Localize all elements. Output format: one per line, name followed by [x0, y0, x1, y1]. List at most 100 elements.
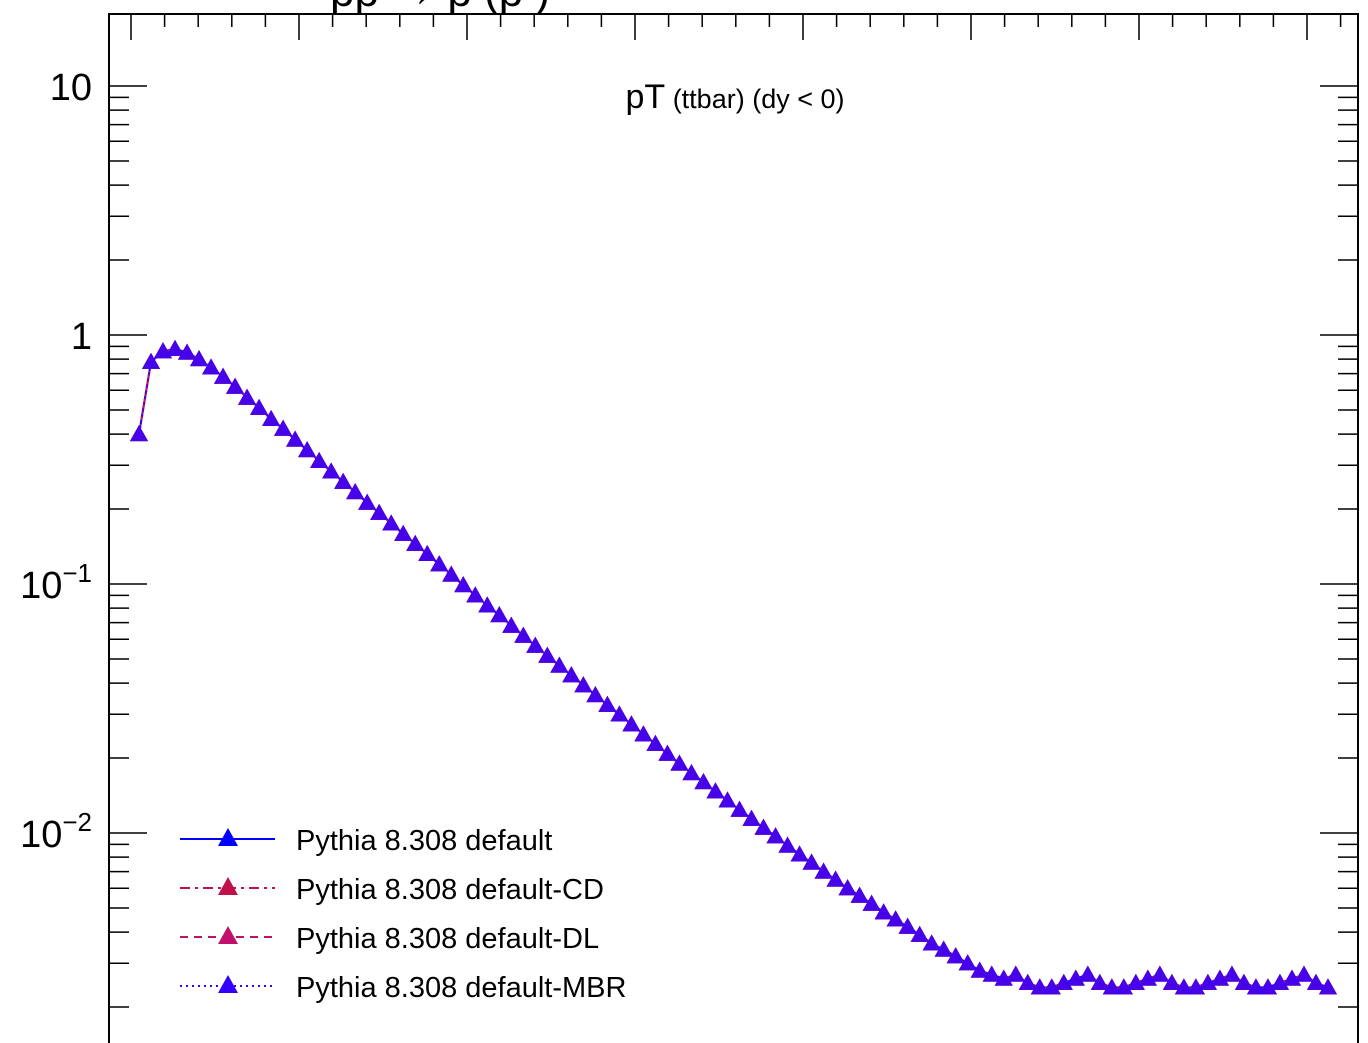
data-point: [646, 734, 665, 751]
data-point: [418, 544, 437, 561]
data-point: [214, 367, 233, 384]
data-point: [166, 339, 185, 356]
data-point: [850, 886, 869, 903]
plot-title: pT (ttbar) (dy < 0): [626, 78, 845, 116]
data-point: [1066, 969, 1085, 986]
data-point: [922, 934, 941, 951]
data-point: [658, 744, 677, 761]
data-point: [838, 879, 857, 896]
data-point: [718, 791, 737, 808]
data-point: [754, 818, 773, 835]
data-point: [958, 954, 977, 971]
data-point: [814, 862, 833, 879]
legend-label: Pythia 8.308 default-MBR: [296, 972, 626, 1004]
legend-marker: [218, 828, 238, 846]
data-point: [394, 524, 413, 541]
data-point: [178, 343, 197, 360]
data-point: [1246, 978, 1265, 995]
data-point: [250, 398, 269, 415]
data-point: [514, 626, 533, 643]
data-point: [1319, 978, 1337, 995]
data-point: [1258, 978, 1277, 995]
data-point: [1150, 965, 1169, 982]
data-point: [826, 870, 845, 887]
data-point: [778, 836, 797, 853]
legend-marker: [218, 975, 238, 993]
data-point: [694, 773, 713, 790]
data-point: [898, 917, 917, 934]
y-tick-exponent: −1: [62, 558, 92, 588]
data-point: [454, 576, 473, 593]
legend-marker: [218, 877, 238, 895]
data-point: [1078, 965, 1097, 982]
data-point: [298, 441, 317, 458]
y-tick-label: 1: [71, 316, 92, 358]
data-point: [946, 947, 965, 964]
y-tick-label: 10−2: [20, 807, 92, 856]
data-point: [1186, 978, 1205, 995]
legend-marker: [218, 926, 238, 944]
data-point: [634, 725, 653, 742]
data-point: [286, 430, 305, 447]
data-point: [1270, 973, 1289, 990]
data-point: [538, 646, 557, 663]
data-point: [1018, 973, 1037, 990]
data-point: [886, 910, 905, 927]
data-point: [970, 961, 989, 978]
data-point: [226, 377, 245, 394]
data-point: [598, 695, 617, 712]
data-point: [190, 350, 209, 367]
data-point: [1114, 978, 1133, 995]
y-tick-base: 10: [50, 67, 92, 109]
data-point: [766, 827, 785, 844]
data-point: [526, 636, 545, 653]
data-point: [1234, 973, 1253, 990]
y-tick-base: 10: [20, 565, 62, 607]
data-point: [358, 493, 377, 510]
data-point: [622, 715, 641, 732]
data-point: [1162, 973, 1181, 990]
axis-ticks: [109, 14, 1358, 1008]
data-series: [130, 339, 1337, 995]
data-point: [238, 388, 257, 405]
data-point: [586, 686, 605, 703]
data-point: [802, 853, 821, 870]
data-point: [490, 606, 509, 623]
data-point: [1054, 973, 1073, 990]
data-point: [334, 472, 353, 489]
data-point: [1042, 978, 1061, 995]
data-point: [1102, 978, 1121, 995]
data-point: [574, 676, 593, 693]
data-point: [706, 782, 725, 799]
data-point: [610, 705, 629, 722]
data-point: [1174, 978, 1193, 995]
data-point: [502, 616, 521, 633]
data-point: [910, 925, 929, 942]
data-point: [862, 894, 881, 911]
plot-frame: [108, 13, 1359, 1043]
data-point: [874, 903, 893, 920]
legend-label: Pythia 8.308 default: [296, 825, 552, 857]
data-point: [430, 555, 449, 572]
data-point: [1030, 978, 1049, 995]
data-point: [1282, 969, 1301, 986]
data-point: [370, 503, 389, 520]
data-point: [1090, 973, 1109, 990]
data-point: [142, 352, 161, 369]
data-point: [406, 534, 425, 551]
data-point: [670, 754, 689, 771]
y-tick-base: 10: [20, 814, 62, 856]
data-point: [262, 409, 281, 426]
top-title-partial: pp → p (p ): [330, 0, 550, 16]
data-point: [730, 800, 749, 817]
y-tick-exponent: −2: [62, 807, 92, 837]
data-point: [1126, 973, 1145, 990]
plot-title-main: pT: [626, 78, 666, 116]
data-point: [322, 462, 341, 479]
data-point: [1222, 965, 1241, 982]
data-point: [982, 965, 1001, 982]
data-point: [1294, 965, 1313, 982]
data-point: [934, 940, 953, 957]
